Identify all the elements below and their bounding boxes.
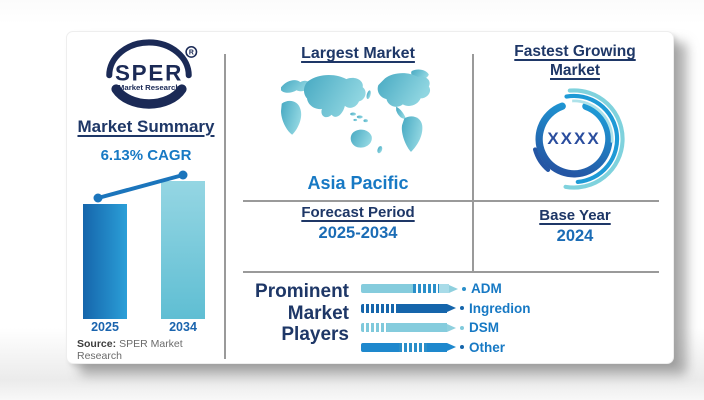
left-panel-divider [224,54,226,359]
player-bar-icon [361,342,447,352]
prominent-players-title: Prominent Market Players [255,281,349,346]
source-note: Source: SPER Market Research [77,338,227,362]
growth-bar-chart [83,170,205,319]
trend-start-dot [93,193,103,203]
base-year-block: Base Year 2024 [489,207,661,246]
arrow-tip-icon [447,304,456,313]
cagr-value: 6.13% CAGR [100,147,192,164]
swirl-arcs [532,88,625,190]
forecast-period-block: Forecast Period 2025-2034 [245,204,471,243]
bullet-dot-icon [462,286,466,291]
logo-subtext: Market Research [118,83,180,92]
player-row-ingredion: Ingredion [361,299,531,319]
arrow-tip-icon [449,284,458,293]
trend-end-dot [178,170,188,180]
bullet-dot-icon [460,345,464,350]
column-divider [472,54,474,272]
largest-market-value: Asia Pacific [307,173,409,193]
sper-logo: SPER Market Research R [106,39,198,109]
players-list: ADM Ingredion DSM [361,279,531,357]
forecast-period-title: Forecast Period [301,204,415,221]
bullet-dot-icon [460,306,464,311]
world-map-icon [281,69,431,154]
player-bar-icon [361,284,449,294]
logo-top-arc [106,39,192,79]
forecast-period-value: 2025-2034 [318,224,398,242]
bar-label-2034: 2034 [169,320,197,334]
base-year-value: 2024 [556,227,594,245]
player-bar-icon [361,323,447,333]
market-summary-title: Market Summary [77,117,215,136]
player-row-adm: ADM [361,279,531,299]
player-label: Other [469,339,506,355]
fastest-growing-title: Fastest Growing Market [514,43,636,80]
arrow-tip-icon [447,343,456,352]
registered-mark-letter: R [189,50,194,57]
bullet-dot-icon [460,325,464,330]
growth-swirl-icon: XXXX [519,84,629,194]
logo-bottom-ribbon [111,84,187,109]
registered-mark-icon [185,45,198,58]
player-label: Ingredion [469,300,531,316]
bar-2025 [83,204,127,319]
bar-label-2025: 2025 [91,320,119,334]
logo-wordmark: SPER [115,60,183,85]
player-label: ADM [471,281,502,297]
source-value: SPER Market Research [77,338,183,362]
player-row-other: Other [361,338,531,358]
arrow-tip-icon [447,323,456,332]
infographic-card: SPER Market Research R Market Summary 6.… [66,31,674,364]
row-divider-top [243,200,659,202]
row-divider-bottom [243,271,659,273]
fastest-growing-value: XXXX [547,129,601,148]
player-row-dsm: DSM [361,318,531,338]
bar-2034 [161,181,205,319]
largest-market-title: Largest Market [301,45,415,62]
player-label: DSM [469,320,499,336]
trend-line [97,173,184,200]
source-label: Source: [77,338,117,350]
player-bar-icon [361,303,447,313]
base-year-title: Base Year [539,207,611,224]
